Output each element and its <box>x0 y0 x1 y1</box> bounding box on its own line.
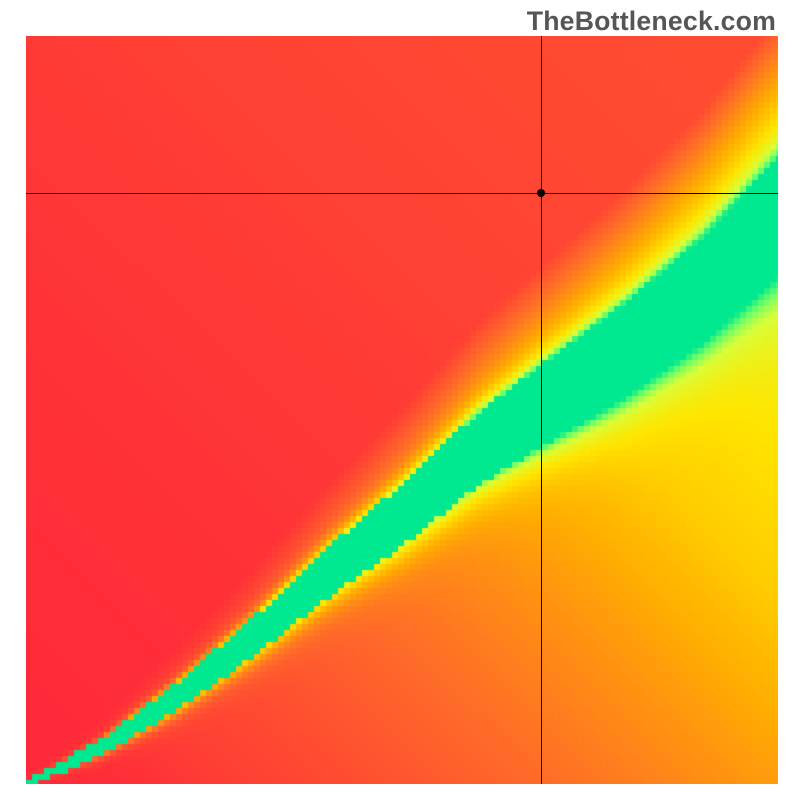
crosshair-marker-dot <box>537 189 545 197</box>
figure-container: TheBottleneck.com <box>0 0 800 800</box>
heatmap-canvas <box>26 36 778 784</box>
crosshair-horizontal-line <box>26 193 778 194</box>
watermark-text: TheBottleneck.com <box>527 6 776 37</box>
crosshair-vertical-line <box>541 36 542 784</box>
heatmap-plot-area <box>26 36 778 784</box>
